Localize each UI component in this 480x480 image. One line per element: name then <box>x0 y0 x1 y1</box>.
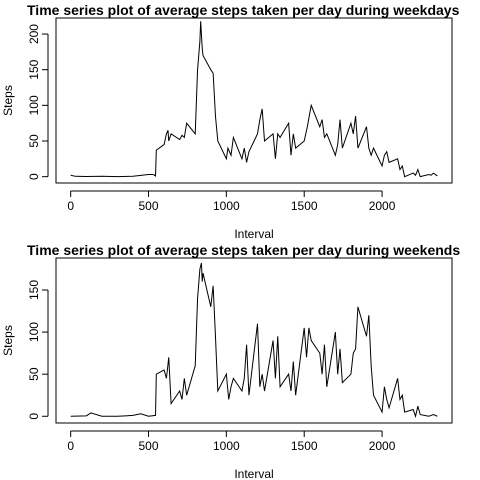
x-tick-label: 1500 <box>291 199 318 213</box>
x-tick-label: 2000 <box>369 199 396 213</box>
x-tick-label: 1000 <box>213 199 240 213</box>
chart-title: Time series plot of average steps taken … <box>27 2 460 18</box>
y-tick-label: 0 <box>27 413 41 420</box>
y-tick-label: 100 <box>27 322 41 342</box>
y-tick-label: 50 <box>27 134 41 148</box>
x-tick-label: 2000 <box>369 439 396 453</box>
y-tick-label: 0 <box>27 173 41 180</box>
plot-box <box>55 257 453 424</box>
y-tick-label: 100 <box>27 95 41 115</box>
y-tick-label: 150 <box>27 280 41 300</box>
chart-title: Time series plot of average steps taken … <box>27 242 460 258</box>
x-tick-label: 500 <box>138 439 158 453</box>
x-tick-label: 1000 <box>213 439 240 453</box>
x-tick-label: 0 <box>67 439 74 453</box>
y-tick-label: 150 <box>27 59 41 79</box>
y-axis-label: Steps <box>1 85 15 116</box>
y-tick-label: 50 <box>27 367 41 381</box>
x-tick-label: 500 <box>138 199 158 213</box>
x-axis-label: Interval <box>234 227 273 241</box>
y-tick-label: 200 <box>27 24 41 44</box>
data-line <box>70 21 438 178</box>
y-axis-label: Steps <box>1 325 15 356</box>
data-line <box>70 262 438 419</box>
x-axis-label: Interval <box>234 467 273 480</box>
plot-box <box>55 17 453 184</box>
x-tick-label: 0 <box>67 199 74 213</box>
x-tick-label: 1500 <box>291 439 318 453</box>
